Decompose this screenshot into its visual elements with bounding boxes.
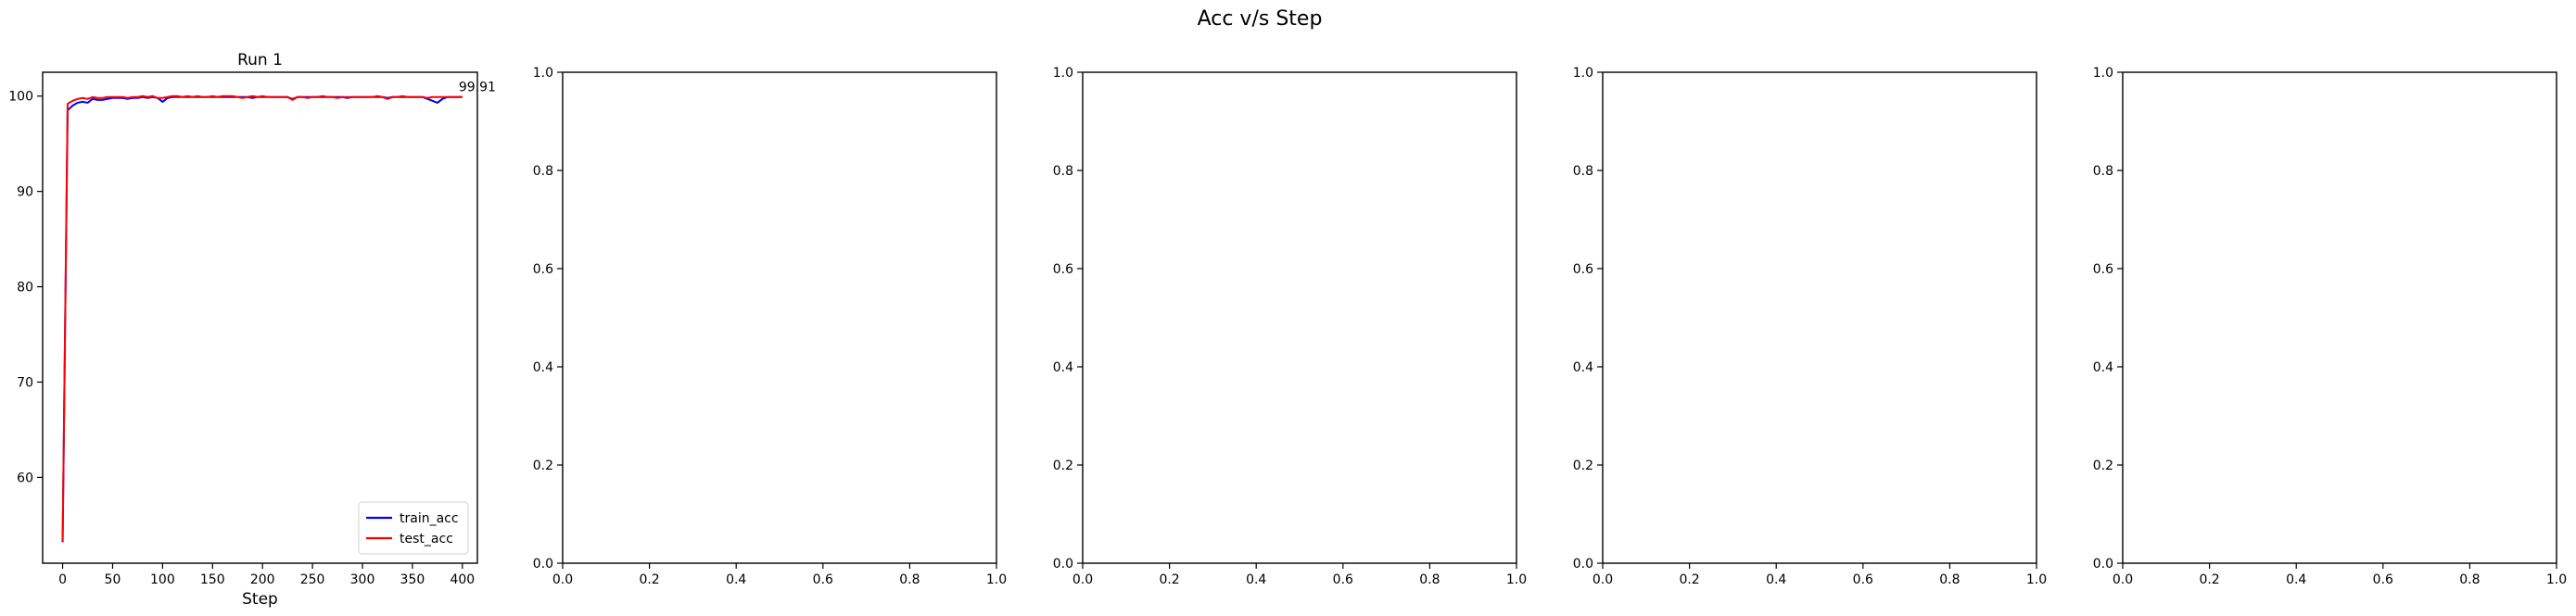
x-axis-label: Step — [242, 590, 278, 609]
y-tick-label: 0.4 — [1573, 360, 1593, 375]
subplot-3: 0.0 0.2 0.4 0.6 0.8 1.0 0.0 0.2 0.4 0.6 0.8 1.0 — [1053, 66, 1527, 587]
y-tick-label: 0.8 — [1573, 164, 1593, 179]
y-tick-label: 0.8 — [1053, 164, 1073, 179]
x-tick-label: 1.0 — [2026, 572, 2047, 587]
x-tick-label: 0.8 — [1419, 572, 1440, 587]
y-tick-label: 0.2 — [533, 459, 553, 473]
legend: train_acc test_acc — [358, 501, 469, 555]
y-tick-label: 0.0 — [533, 557, 553, 572]
x-tick-label: 400 — [450, 572, 475, 587]
y-tick-label: 1.0 — [2093, 66, 2113, 81]
x-tick-label: 0.8 — [899, 572, 920, 587]
legend-label-train_acc: train_acc — [400, 511, 459, 526]
y-tick-label: 0.8 — [533, 164, 553, 179]
x-tick-label: 0.4 — [1246, 572, 1266, 587]
series-line-test_acc — [61, 94, 463, 542]
x-tick-label: 0.0 — [552, 572, 573, 587]
y-tick-label: 0.6 — [1573, 262, 1593, 277]
x-tick-label: 0.6 — [813, 572, 833, 587]
y-tick-label: 100 — [8, 90, 33, 105]
figure-title: Acc v/s Step — [1198, 7, 1323, 31]
y-tick-label: 0.4 — [1053, 360, 1073, 375]
x-tick-label: 0.0 — [1072, 572, 1093, 587]
subplot-5: 0.0 0.2 0.4 0.6 0.8 1.0 0.0 0.2 0.4 0.6 0.8 1.0 — [2093, 66, 2567, 587]
y-tick-label: 0.2 — [2093, 459, 2113, 473]
x-tick-label: 0.4 — [2286, 572, 2306, 587]
y-tick-label: 0.0 — [1053, 557, 1073, 572]
y-tick-label: 60 — [17, 471, 33, 485]
x-tick-label: 0.0 — [2113, 572, 2133, 587]
axes-frame — [2122, 71, 2557, 564]
y-tick-label: 0.4 — [2093, 360, 2113, 375]
axes-frame — [562, 71, 997, 564]
y-tick-label: 0.0 — [1573, 557, 1593, 572]
x-tick-label: 0 — [58, 572, 67, 587]
axes-frame — [42, 71, 478, 564]
y-tick-label: 0.6 — [533, 262, 553, 277]
axes-frame — [1082, 71, 1517, 564]
y-tick-label: 0.6 — [2093, 262, 2113, 277]
x-tick-label: 0.2 — [1679, 572, 1699, 587]
y-tick-label: 80 — [17, 281, 33, 295]
y-tick-label: 1.0 — [1573, 66, 1593, 81]
axes-frame — [1602, 71, 2037, 564]
x-tick-label: 0.4 — [726, 572, 746, 587]
x-tick-label: 250 — [300, 572, 325, 587]
x-tick-label: 0.8 — [2459, 572, 2480, 587]
x-tick-label: 0.4 — [1766, 572, 1786, 587]
x-tick-label: 0.2 — [639, 572, 659, 587]
x-tick-label: 0.2 — [1159, 572, 1179, 587]
x-tick-label: 1.0 — [1506, 572, 1527, 587]
x-tick-label: 1.0 — [2546, 572, 2567, 587]
y-tick-label: 90 — [17, 185, 33, 200]
x-tick-label: 0.8 — [1939, 572, 1960, 587]
series-line-train_acc — [61, 95, 463, 543]
x-tick-label: 0.2 — [2199, 572, 2219, 587]
y-tick-label: 0.6 — [1053, 262, 1073, 277]
y-tick-label: 1.0 — [533, 66, 553, 81]
legend-label-test_acc: test_acc — [400, 532, 453, 547]
x-tick-label: 300 — [350, 572, 375, 587]
y-tick-label: 1.0 — [1053, 66, 1073, 81]
x-tick-label: 0.0 — [1593, 572, 1613, 587]
final-value-annotation: 99.91 — [459, 81, 496, 95]
y-tick-label: 70 — [17, 375, 33, 390]
x-tick-label: 200 — [250, 572, 275, 587]
x-tick-label: 150 — [200, 572, 225, 587]
x-tick-label: 0.6 — [2373, 572, 2393, 587]
subplot-title: Run 1 — [237, 51, 283, 69]
y-tick-label: 0.2 — [1573, 459, 1593, 473]
subplot-2: 0.0 0.2 0.4 0.6 0.8 1.0 0.0 0.2 0.4 0.6 0.8 1.0 — [533, 66, 1007, 587]
x-tick-label: 0.6 — [1333, 572, 1353, 587]
x-tick-label: 50 — [105, 572, 121, 587]
legend-box — [358, 501, 469, 555]
subplots: 0 50 100 150 200 250 300 350 400 60 70 80 90 100 Run 1… — [8, 51, 2567, 609]
y-tick-label: 0.4 — [533, 360, 553, 375]
y-tick-label: 0.8 — [2093, 164, 2113, 179]
subplot-4: 0.0 0.2 0.4 0.6 0.8 1.0 0.0 0.2 0.4 0.6 0.8 1.0 — [1573, 66, 2047, 587]
y-tick-label: 0.2 — [1053, 459, 1073, 473]
subplot-1: 0 50 100 150 200 250 300 350 400 60 70 80 90 100 Run 1… — [8, 51, 496, 609]
y-tick-label: 0.0 — [2093, 557, 2113, 572]
x-tick-label: 1.0 — [986, 572, 1007, 587]
x-tick-label: 0.6 — [1853, 572, 1873, 587]
x-tick-label: 350 — [400, 572, 425, 587]
x-tick-label: 100 — [150, 572, 175, 587]
